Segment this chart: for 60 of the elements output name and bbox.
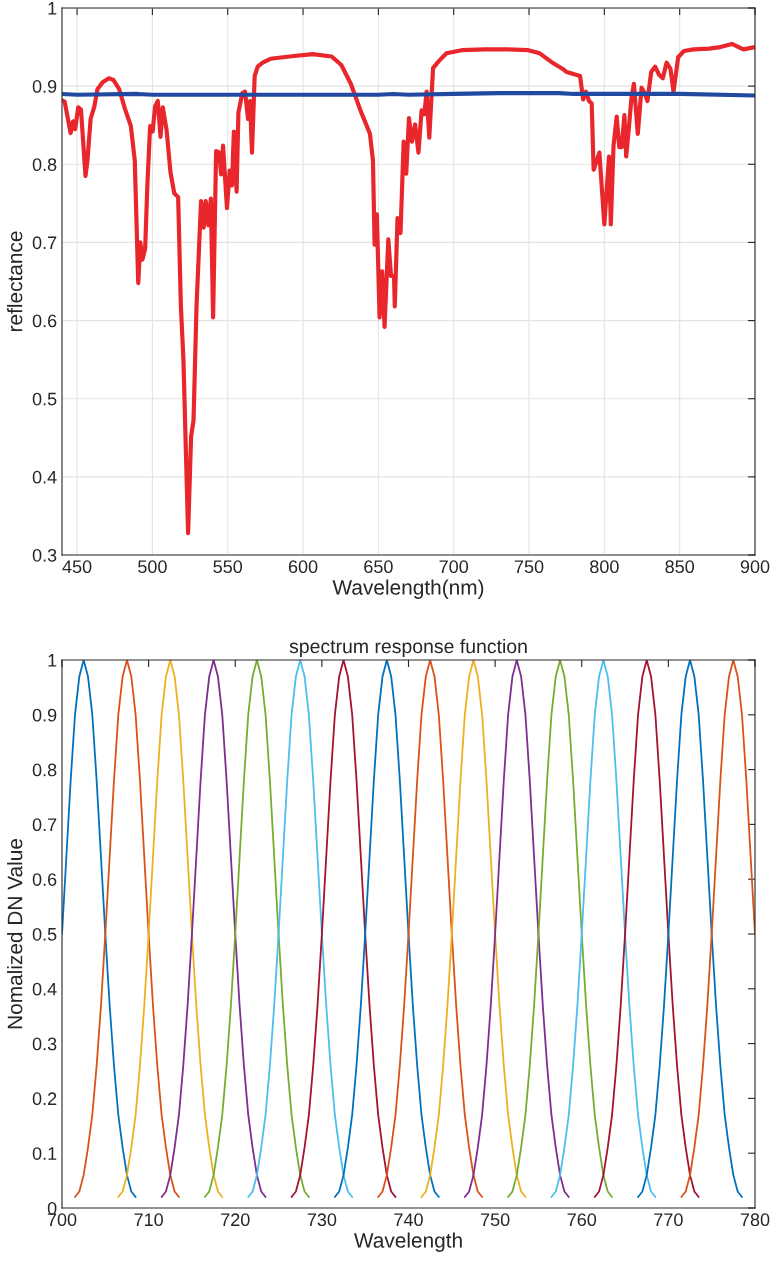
line-series xyxy=(62,660,137,1198)
x-tick-label: 900 xyxy=(740,560,770,574)
y-tick-label: 0.8 xyxy=(32,763,57,777)
line-series xyxy=(247,660,354,1198)
y-axis-title: reflectance xyxy=(7,231,23,332)
x-axis-title: Wavelength xyxy=(353,1232,462,1252)
line-series xyxy=(550,660,657,1198)
x-tick-label: 450 xyxy=(62,560,92,574)
y-tick-label: 0.3 xyxy=(32,1037,57,1051)
x-tick-label: 550 xyxy=(213,560,243,574)
line-series xyxy=(160,660,267,1198)
y-tick-label: 0.4 xyxy=(32,982,57,996)
y-tick-label: 0.2 xyxy=(32,1092,57,1106)
y-tick-label: 0.7 xyxy=(32,236,57,250)
y-axis-title: Nomalized DN Value xyxy=(7,839,23,1029)
x-tick-label: 780 xyxy=(740,1213,770,1227)
x-tick-label: 500 xyxy=(138,560,167,574)
y-tick-label: 0.7 xyxy=(32,818,57,832)
line-series xyxy=(507,660,613,1198)
line-series xyxy=(637,660,743,1198)
line-series xyxy=(333,660,440,1198)
x-axis-title: Wavelength(nm) xyxy=(332,579,484,599)
x-tick-label: 750 xyxy=(514,560,544,574)
y-tick-label: 0.6 xyxy=(32,314,57,328)
x-tick-label: 600 xyxy=(288,560,318,574)
y-tick-label: 0.6 xyxy=(32,873,57,886)
y-tick-label: 0.5 xyxy=(32,927,57,941)
y-tick-label: 1 xyxy=(48,654,57,667)
line-series xyxy=(204,660,310,1198)
y-tick-label: 0.8 xyxy=(32,158,57,172)
y-tick-label: 0.9 xyxy=(32,80,57,93)
y-tick-label: 0.4 xyxy=(32,470,57,484)
x-tick-label: 770 xyxy=(654,1213,683,1227)
line-series xyxy=(74,660,180,1198)
y-tick-label: 0.5 xyxy=(32,392,57,406)
line-series xyxy=(377,660,484,1198)
line-series xyxy=(62,41,755,536)
x-tick-label: 700 xyxy=(47,1213,77,1227)
x-tick-label: 710 xyxy=(134,1213,163,1227)
y-tick-label: 0.3 xyxy=(32,548,57,562)
y-tick-label: 0.9 xyxy=(32,708,57,722)
line-series xyxy=(420,660,527,1198)
x-tick-label: 800 xyxy=(590,560,619,574)
x-tick-label: 650 xyxy=(364,560,393,574)
chart-title: spectrum response function xyxy=(289,638,527,658)
line-series xyxy=(117,660,224,1198)
x-tick-label: 740 xyxy=(394,1213,423,1227)
line-series xyxy=(290,660,397,1198)
y-tick-label: 0.1 xyxy=(32,1147,57,1160)
x-tick-label: 700 xyxy=(439,560,469,574)
line-series xyxy=(463,660,570,1198)
x-tick-label: 730 xyxy=(307,1213,337,1227)
x-tick-label: 720 xyxy=(221,1213,250,1227)
y-tick-label: 0 xyxy=(47,1201,57,1215)
x-tick-label: 750 xyxy=(480,1213,510,1227)
line-series xyxy=(680,660,755,1198)
x-tick-label: 850 xyxy=(665,560,695,574)
line-series xyxy=(593,660,700,1198)
y-tick-label: 1 xyxy=(48,2,57,15)
x-tick-label: 760 xyxy=(567,1213,597,1227)
